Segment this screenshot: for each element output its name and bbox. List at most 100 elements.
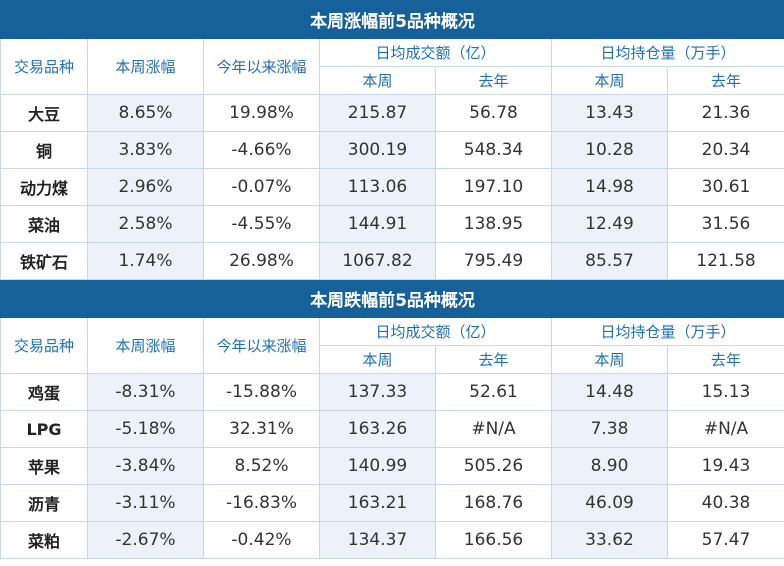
- subheader-turnover-last-year: 去年: [435, 345, 552, 374]
- header-avg-turnover: 日均成交额（亿）: [319, 38, 552, 67]
- cell-product: 沥青: [0, 484, 88, 522]
- cell-turnover-last-year: 548.34: [435, 131, 552, 169]
- cell-turnover-last-year: 138.95: [435, 205, 552, 243]
- cell-oi-week: 10.28: [551, 131, 668, 169]
- cell-oi-last-year: 15.13: [666, 373, 784, 411]
- top-header-row: 交易品种 本周涨幅 今年以来涨幅 日均成交额（亿） 日均持仓量（万手）: [0, 38, 784, 95]
- header-week-change: 本周涨幅: [87, 38, 204, 95]
- subheader-turnover-week: 本周: [319, 66, 436, 95]
- cell-turnover-week: 137.33: [319, 373, 436, 411]
- cell-oi-week: 13.43: [551, 94, 668, 132]
- cell-ytd-change: -0.42%: [203, 521, 320, 559]
- cell-week-change: 1.74%: [87, 242, 204, 280]
- cell-turnover-last-year: 166.56: [435, 521, 552, 559]
- table-row: LPG -5.18% 32.31% 163.26 #N/A 7.38 #N/A: [0, 410, 784, 448]
- table-row: 苹果 -3.84% 8.52% 140.99 505.26 8.90 19.43: [0, 447, 784, 485]
- cell-oi-last-year: 57.47: [666, 521, 784, 559]
- header-ytd-change: 今年以来涨幅: [203, 317, 320, 374]
- table-row: 菜粕 -2.67% -0.42% 134.37 166.56 33.62 57.…: [0, 521, 784, 559]
- header-avg-open-interest: 日均持仓量（万手）: [550, 317, 784, 346]
- cell-oi-week: 46.09: [551, 484, 668, 522]
- cell-oi-week: 14.98: [551, 168, 668, 206]
- top-section-title: 本周涨幅前5品种概况: [0, 0, 784, 39]
- cell-oi-last-year: 20.34: [666, 131, 784, 169]
- cell-oi-week: 7.38: [551, 410, 668, 448]
- cell-ytd-change: -0.07%: [203, 168, 320, 206]
- bottom-section-title: 本周跌幅前5品种概况: [0, 279, 784, 318]
- cell-product: 菜油: [0, 205, 88, 243]
- cell-week-change: -8.31%: [87, 373, 204, 411]
- bottom-subheader-row: 本周 去年 本周 去年: [1, 345, 784, 374]
- header-product: 交易品种: [0, 38, 88, 95]
- cell-oi-last-year: 40.38: [666, 484, 784, 522]
- cell-ytd-change: 26.98%: [203, 242, 320, 280]
- table-row: 菜油 2.58% -4.55% 144.91 138.95 12.49 31.5…: [0, 205, 784, 243]
- cell-turnover-week: 140.99: [319, 447, 436, 485]
- cell-turnover-week: 134.37: [319, 521, 436, 559]
- cell-oi-week: 33.62: [551, 521, 668, 559]
- cell-product: 大豆: [0, 94, 88, 132]
- cell-oi-last-year: 31.56: [666, 205, 784, 243]
- bottom-title-row: 本周跌幅前5品种概况: [0, 279, 784, 318]
- table-row: 鸡蛋 -8.31% -15.88% 137.33 52.61 14.48 15.…: [0, 373, 784, 411]
- cell-product: LPG: [0, 410, 88, 448]
- top-title-row: 本周涨幅前5品种概况: [0, 0, 784, 39]
- cell-week-change: -2.67%: [87, 521, 204, 559]
- cell-product: 鸡蛋: [0, 373, 88, 411]
- cell-week-change: -3.11%: [87, 484, 204, 522]
- cell-turnover-last-year: 795.49: [435, 242, 552, 280]
- cell-week-change: 2.96%: [87, 168, 204, 206]
- cell-oi-last-year: 19.43: [666, 447, 784, 485]
- cell-ytd-change: 19.98%: [203, 94, 320, 132]
- cell-ytd-change: -4.66%: [203, 131, 320, 169]
- cell-ytd-change: 32.31%: [203, 410, 320, 448]
- cell-product: 菜粕: [0, 521, 88, 559]
- cell-turnover-week: 163.26: [319, 410, 436, 448]
- subheader-turnover-last-year: 去年: [435, 66, 552, 95]
- cell-turnover-week: 113.06: [319, 168, 436, 206]
- cell-ytd-change: -16.83%: [203, 484, 320, 522]
- cell-week-change: 3.83%: [87, 131, 204, 169]
- cell-oi-week: 12.49: [551, 205, 668, 243]
- cell-product: 苹果: [0, 447, 88, 485]
- cell-product: 动力煤: [0, 168, 88, 206]
- cell-oi-week: 14.48: [551, 373, 668, 411]
- table-row: 沥青 -3.11% -16.83% 163.21 168.76 46.09 40…: [0, 484, 784, 522]
- cell-oi-last-year: 121.58: [666, 242, 784, 280]
- cell-turnover-last-year: 56.78: [435, 94, 552, 132]
- header-avg-turnover: 日均成交额（亿）: [319, 317, 552, 346]
- cell-oi-week: 85.57: [551, 242, 668, 280]
- header-week-change: 本周涨幅: [87, 317, 204, 374]
- bottom-header-row: 交易品种 本周涨幅 今年以来涨幅 日均成交额（亿） 日均持仓量（万手）: [0, 317, 784, 374]
- table-row: 铁矿石 1.74% 26.98% 1067.82 795.49 85.57 12…: [0, 242, 784, 280]
- cell-turnover-last-year: #N/A: [435, 410, 552, 448]
- subheader-oi-last-year: 去年: [666, 345, 784, 374]
- cell-oi-last-year: 30.61: [666, 168, 784, 206]
- subheader-turnover-week: 本周: [319, 345, 436, 374]
- cell-ytd-change: -4.55%: [203, 205, 320, 243]
- cell-turnover-week: 144.91: [319, 205, 436, 243]
- cell-week-change: 2.58%: [87, 205, 204, 243]
- cell-week-change: -5.18%: [87, 410, 204, 448]
- subheader-oi-week: 本周: [551, 66, 668, 95]
- cell-oi-last-year: #N/A: [666, 410, 784, 448]
- cell-week-change: 8.65%: [87, 94, 204, 132]
- cell-turnover-last-year: 505.26: [435, 447, 552, 485]
- cell-oi-week: 8.90: [551, 447, 668, 485]
- table-row: 铜 3.83% -4.66% 300.19 548.34 10.28 20.34: [0, 131, 784, 169]
- cell-product: 铁矿石: [0, 242, 88, 280]
- cell-turnover-last-year: 52.61: [435, 373, 552, 411]
- cell-turnover-last-year: 168.76: [435, 484, 552, 522]
- header-ytd-change: 今年以来涨幅: [203, 38, 320, 95]
- table-row: 大豆 8.65% 19.98% 215.87 56.78 13.43 21.36: [0, 94, 784, 132]
- cell-ytd-change: -15.88%: [203, 373, 320, 411]
- cell-product: 铜: [0, 131, 88, 169]
- cell-week-change: -3.84%: [87, 447, 204, 485]
- cell-ytd-change: 8.52%: [203, 447, 320, 485]
- cell-turnover-week: 1067.82: [319, 242, 436, 280]
- cell-turnover-week: 163.21: [319, 484, 436, 522]
- subheader-oi-last-year: 去年: [666, 66, 784, 95]
- top-subheader-row: 本周 去年 本周 去年: [1, 66, 784, 95]
